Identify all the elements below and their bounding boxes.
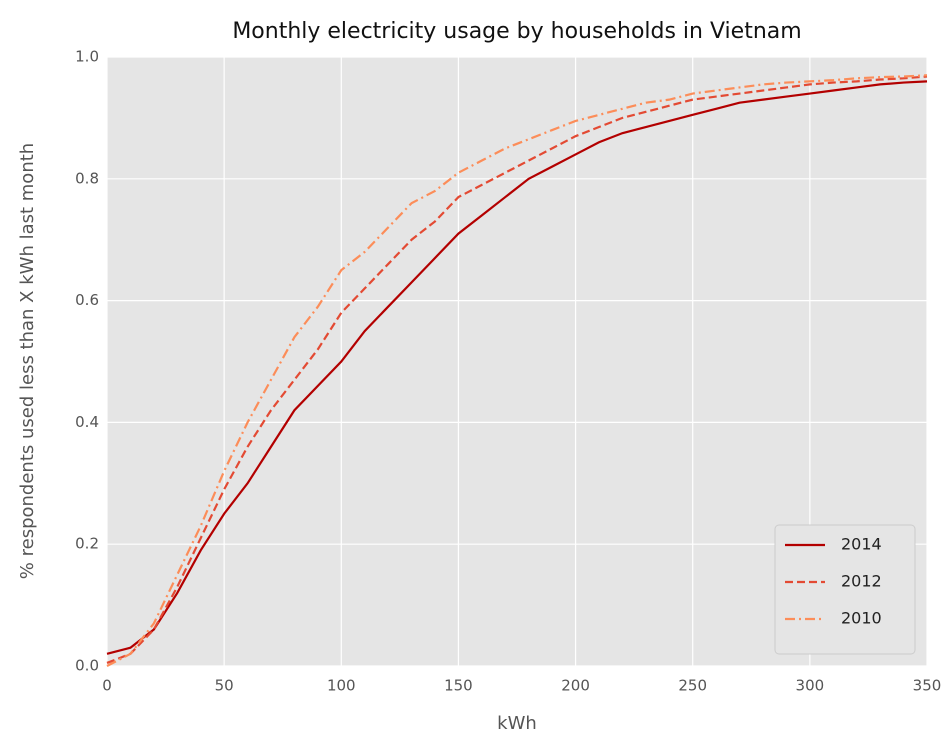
x-tick-label: 100	[327, 677, 356, 695]
x-tick-label: 350	[913, 677, 942, 695]
y-tick-label: 0.4	[75, 413, 99, 431]
y-tick-label: 0.8	[75, 169, 99, 187]
x-tick-label: 200	[561, 677, 590, 695]
legend-label: 2012	[841, 572, 882, 591]
chart-title: Monthly electricity usage by households …	[232, 19, 801, 44]
y-tick-label: 0.6	[75, 291, 99, 309]
legend-label: 2014	[841, 535, 882, 554]
line-series	[106, 74, 928, 667]
y-tick-label: 1.0	[75, 48, 99, 66]
x-tick-label: 300	[796, 677, 825, 695]
y-tick-label: 0.0	[75, 657, 99, 675]
x-tick-label: 50	[215, 677, 234, 695]
legend-box	[774, 524, 916, 655]
x-axis-label: kWh	[497, 713, 537, 734]
legend-label: 2010	[841, 609, 882, 628]
x-tick-label: 0	[102, 677, 112, 695]
x-tick-label: 250	[678, 677, 707, 695]
line-series	[106, 75, 928, 664]
y-axis-label: % respondents used less than X kWh last …	[17, 143, 38, 579]
x-tick-label: 150	[444, 677, 473, 695]
y-tick-label: 0.2	[75, 535, 99, 553]
line-series	[106, 80, 928, 655]
